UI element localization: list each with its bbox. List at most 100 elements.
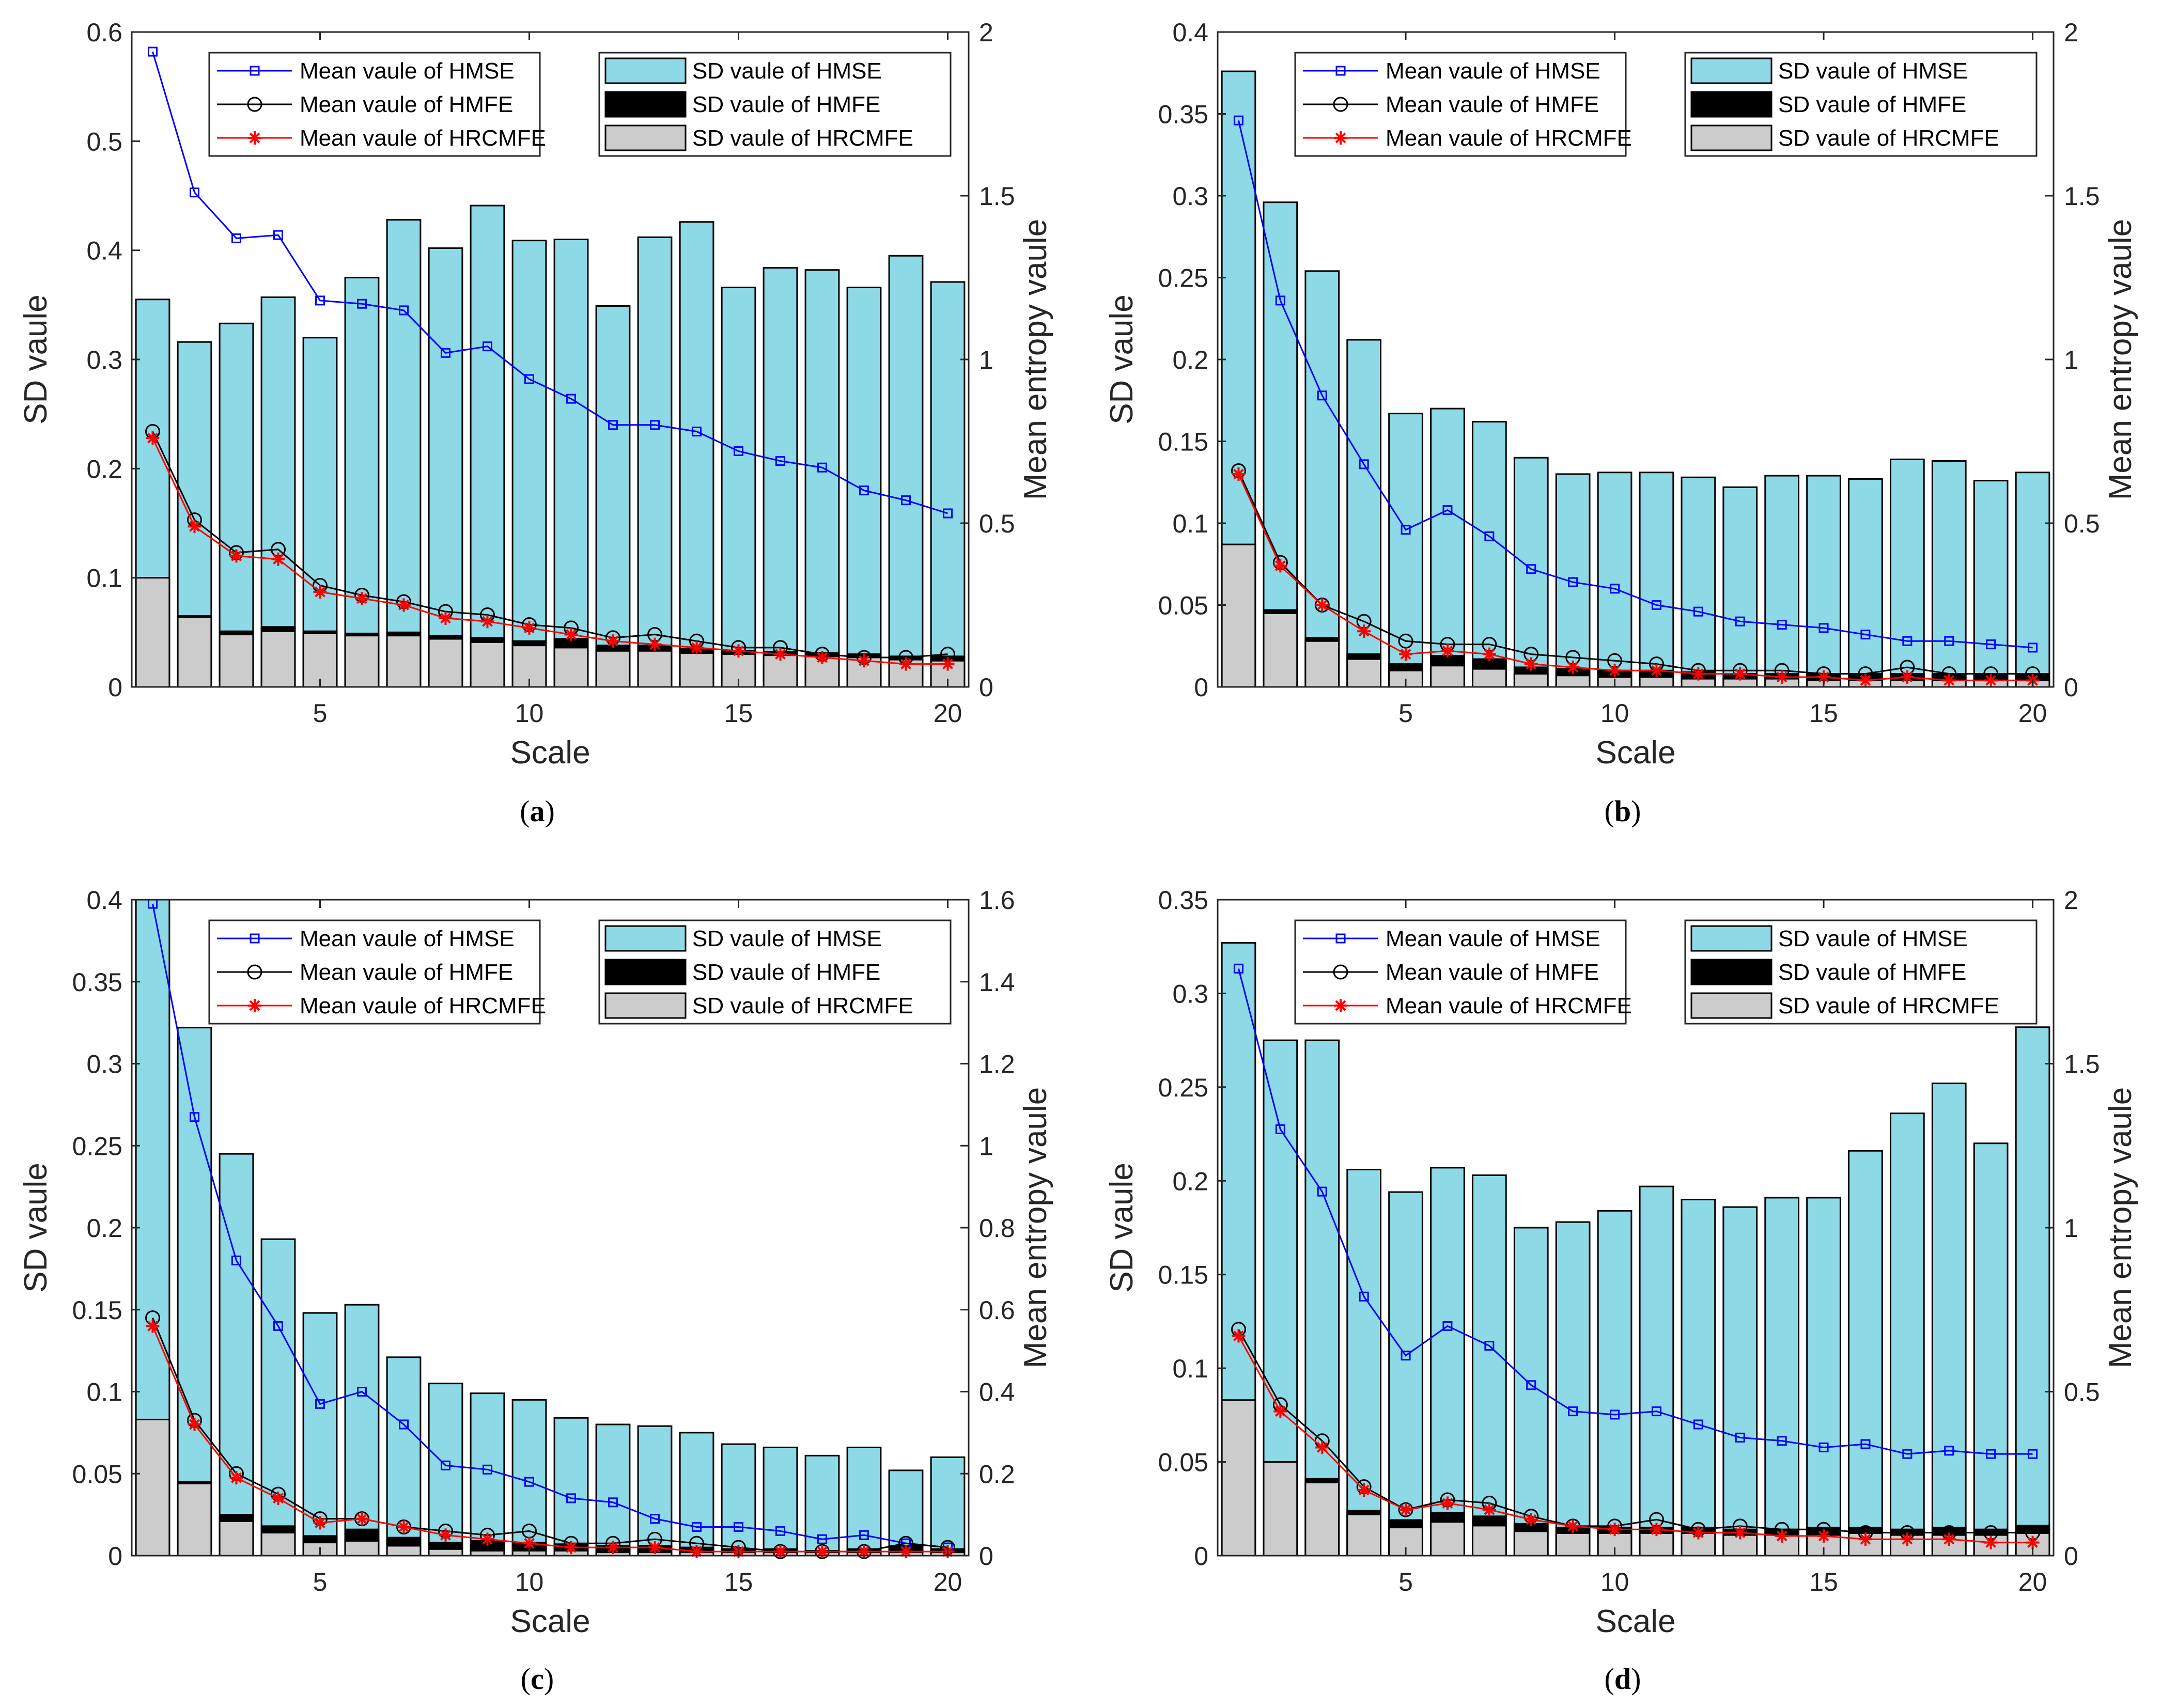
line-mean-hrcmfe <box>152 1325 948 1553</box>
marker-mean-hmse <box>1442 505 1453 515</box>
y2-tick-label: 0 <box>979 673 993 702</box>
legend-bar-swatch <box>604 91 687 118</box>
bar-sd-hrcmfe <box>470 641 505 688</box>
bar-sd-hmse <box>260 1238 296 1557</box>
y2-axis-label: Mean entropy vaule <box>2103 219 2138 500</box>
bar-sd-hmse <box>721 287 756 688</box>
marker-mean-hmse <box>775 1526 785 1536</box>
y2-tick-label: 1.4 <box>979 968 1015 997</box>
bar-sd-hrcmfe <box>344 635 380 688</box>
bar-sd-hmse <box>470 205 505 688</box>
y2-axis-label: Mean entropy vaule <box>1018 219 1053 500</box>
legend-label: SD vaule of HMFE <box>1778 960 1966 985</box>
y-tick-label: 0.3 <box>86 346 122 374</box>
bar-sd-hrcmfe <box>1221 543 1256 688</box>
marker-mean-hmse <box>1568 577 1578 587</box>
legend-label: Mean vaule of HMFE <box>300 960 513 985</box>
marker-mean-hmse <box>1986 639 1996 650</box>
bar-sd-hmse <box>679 221 714 688</box>
bar-sd-hrcmfe <box>637 650 673 688</box>
legend-bar-swatch <box>1690 91 1773 118</box>
x-axis-label: Scale <box>1595 735 1675 771</box>
legend-label: SD vaule of HMSE <box>692 926 882 951</box>
bar-sd-hrcmfe <box>1513 1530 1549 1557</box>
panel-caption: (d) <box>1605 1662 1641 1696</box>
marker-mean-hrcmfe <box>1650 664 1663 678</box>
y-tick-label: 0.05 <box>1158 1448 1208 1477</box>
legend-bar-swatch <box>604 925 687 952</box>
marker-mean-hmse <box>650 420 660 430</box>
bar-sd-hrcmfe <box>595 650 631 688</box>
y-tick-label: 0.1 <box>1172 509 1208 538</box>
legend-label: SD vaule of HRCMFE <box>692 993 913 1018</box>
legend-marker <box>1334 999 1347 1012</box>
panel-caption: (a) <box>520 794 555 828</box>
marker-mean-hmse <box>859 1530 869 1540</box>
marker-mean-hmse <box>273 1321 283 1331</box>
y-tick-label: 0.25 <box>72 1132 122 1161</box>
bar-sd-hmse <box>1764 475 1800 688</box>
x-tick-label: 15 <box>724 1568 753 1596</box>
marker-mean-hrcmfe <box>1524 1513 1538 1527</box>
y2-tick-label: 0 <box>2064 673 2078 702</box>
caption-close: ) <box>545 794 555 828</box>
legend-label: SD vaule of HMFE <box>692 92 880 117</box>
bar-sd-hmse <box>1722 486 1758 688</box>
chart-panel-d: 5 10 15 20 0 0.05 0.1 0.15 0.2 0.25 0.3 0.35 0 0.5 1 1.… <box>1104 886 2138 1696</box>
bar-sd-hrcmfe <box>1555 1532 1591 1557</box>
marker-mean-hrcmfe <box>773 1545 787 1559</box>
bar-sd-hrcmfe <box>1221 1399 1256 1557</box>
marker-mean-hmse <box>1233 963 1243 974</box>
line-mean-hmse <box>152 903 948 1548</box>
bar-sd-hmse <box>1263 201 1298 688</box>
y2-tick-label: 2 <box>2064 18 2078 47</box>
marker-mean-hrcmfe <box>857 1545 871 1559</box>
caption-open: ( <box>521 1662 531 1696</box>
marker-mean-hmse <box>1610 584 1620 594</box>
legend-marker <box>1333 964 1348 980</box>
bar-sd-hrcmfe <box>1430 1521 1465 1557</box>
line-mean-hmse <box>1237 968 2033 1455</box>
y-tick-label: 0.1 <box>1172 1354 1208 1383</box>
marker-mean-hrcmfe <box>1399 1503 1413 1517</box>
legend-bars: SD vaule of HMSE SD vaule of HMFE SD vaule… <box>1684 52 2038 157</box>
marker-mean-hmse <box>650 1514 660 1524</box>
marker-mean-hrcmfe <box>271 1491 285 1505</box>
bar-sd-hmse <box>177 1027 212 1557</box>
marker-mean-hrcmfe <box>1524 657 1538 671</box>
marker-mean-hmse <box>1401 1351 1411 1361</box>
bar-sd-hmse <box>219 322 254 688</box>
y-tick-label: 0.4 <box>1172 18 1208 47</box>
bar-sd-hrcmfe <box>1555 675 1591 688</box>
bar-sd-hmse <box>1681 476 1716 688</box>
marker-mean-hrcmfe <box>439 1528 453 1542</box>
bar-sd-hmse <box>1555 1221 1591 1557</box>
marker-mean-hrcmfe <box>1984 673 1998 687</box>
caption-letter: a <box>530 794 545 828</box>
y-axis-label: SD vaule <box>1104 1163 1140 1293</box>
marker-mean-hrcmfe <box>648 637 662 651</box>
bar-sd-hmse <box>930 1456 966 1557</box>
x-tick-label: 20 <box>934 699 962 728</box>
marker-mean-hmse <box>1651 1406 1661 1417</box>
legend-bar-swatch <box>604 57 687 84</box>
line-mean-hrcmfe <box>1238 474 2033 681</box>
y-tick-label: 0.4 <box>86 886 122 915</box>
y2-tick-label: 0.6 <box>979 1296 1015 1325</box>
bar-sd-hrcmfe <box>135 1418 170 1557</box>
x-tick-label: 20 <box>2018 699 2047 728</box>
bar-sd-hmse <box>302 1312 338 1557</box>
marker-mean-hmse <box>399 305 409 316</box>
marker-mean-hmse <box>692 426 702 436</box>
bar-sd-hrcmfe <box>1263 612 1298 688</box>
line-mean-hrcmfe <box>152 437 948 665</box>
bar-sd-hrcmfe <box>1304 640 1340 688</box>
marker-mean-hmse <box>483 341 492 352</box>
y-axis-label: SD vaule <box>18 294 54 425</box>
y2-tick-label: 0.5 <box>979 509 1015 538</box>
bar-sd-hmse <box>1973 1142 2009 1557</box>
marker-mean-hmse <box>1442 1321 1453 1331</box>
bar-sd-hmse <box>1430 1167 1465 1557</box>
y2-tick-label: 1.5 <box>979 182 1015 211</box>
